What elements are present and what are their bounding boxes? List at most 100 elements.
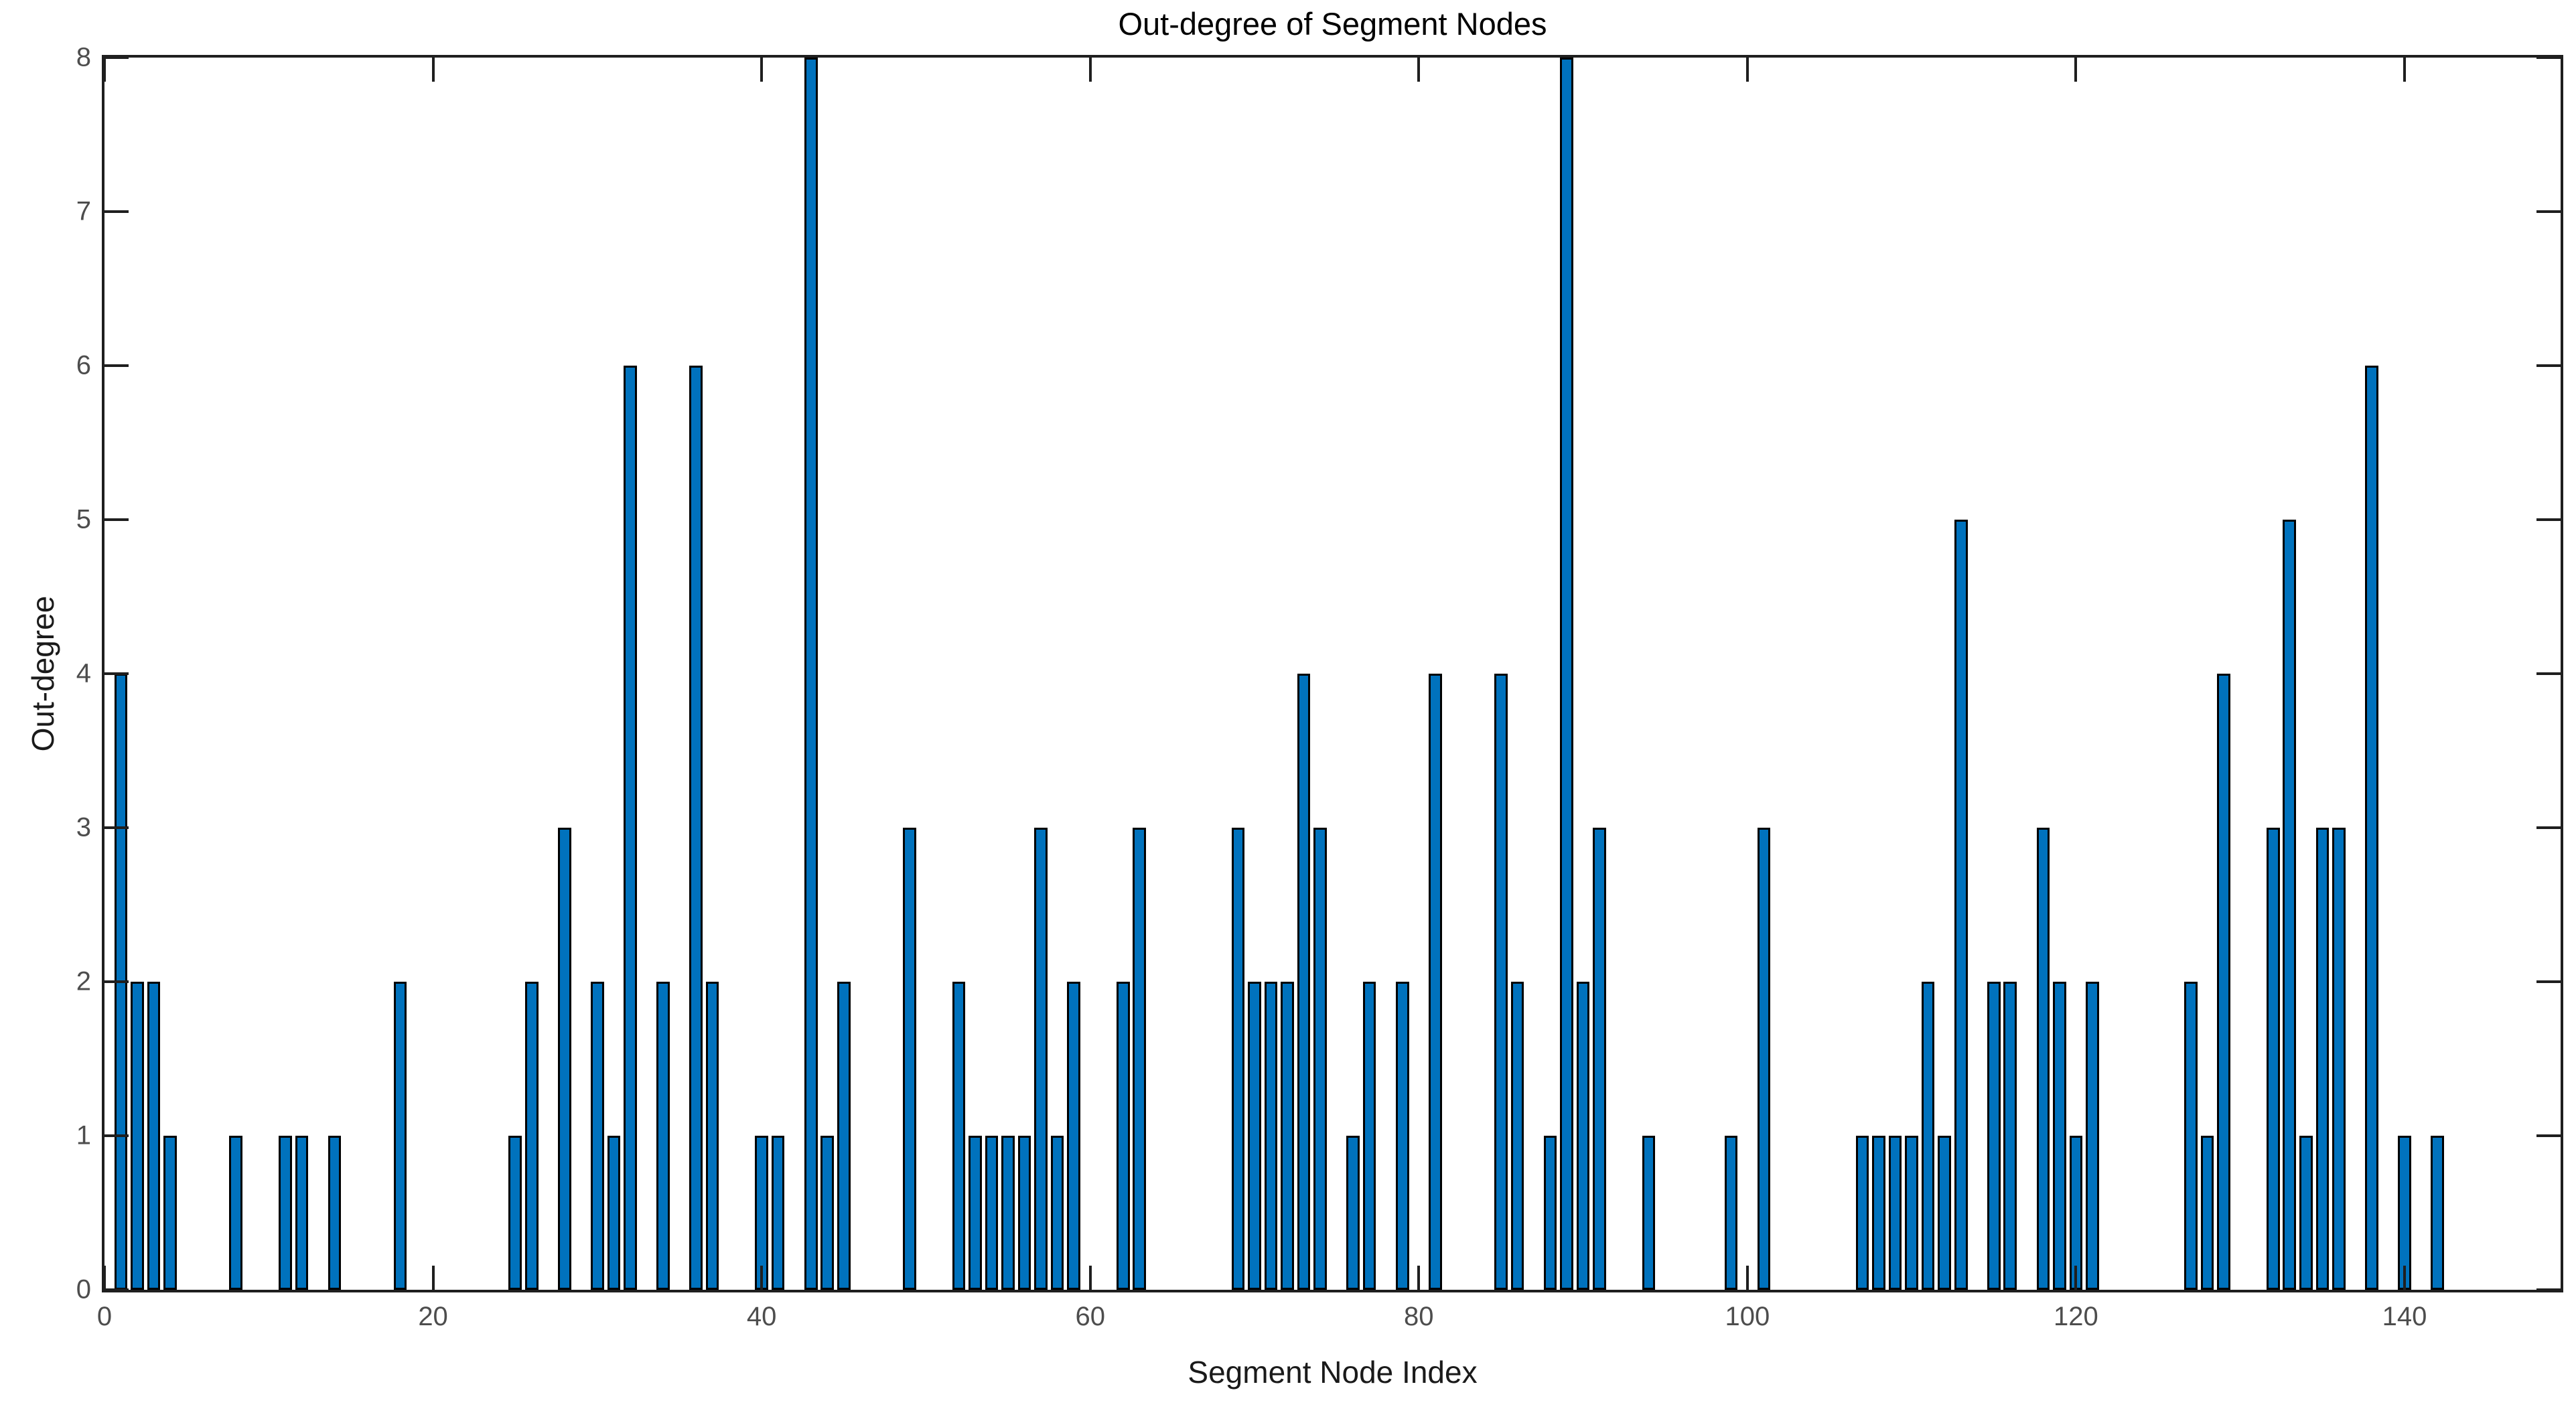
x-tick-label: 20 [418, 1302, 448, 1331]
bar [2217, 674, 2230, 1290]
y-tick-label: 4 [76, 658, 91, 688]
x-tick [431, 1266, 435, 1290]
chart-title: Out-degree of Segment Nodes [1118, 6, 1547, 42]
bar [557, 828, 571, 1290]
bar [1034, 828, 1048, 1290]
x-tick [2403, 1266, 2406, 1290]
bar [1872, 1136, 1885, 1290]
x-tick [2074, 58, 2078, 82]
bar [1543, 1136, 1557, 1290]
bar [2332, 828, 2346, 1290]
y-tick-label: 5 [76, 504, 91, 534]
bar [820, 1136, 835, 1290]
x-tick [1088, 1266, 1092, 1290]
bar [131, 982, 144, 1290]
bar [1987, 982, 2001, 1290]
bar [1560, 58, 1573, 1290]
bar [2283, 520, 2297, 1290]
bar [1264, 982, 1278, 1290]
x-tick-label: 60 [1075, 1302, 1105, 1331]
y-tick-label: 3 [76, 812, 91, 842]
bar [2431, 1136, 2444, 1290]
bar [2266, 828, 2280, 1290]
bar [508, 1136, 522, 1290]
bar [1855, 1136, 1869, 1290]
y-tick-label: 7 [76, 196, 91, 226]
y-tick [2536, 826, 2561, 829]
bar [985, 1136, 999, 1290]
bar [1888, 1136, 1902, 1290]
y-tick [104, 518, 129, 521]
bar [952, 982, 966, 1290]
y-tick [2536, 364, 2561, 367]
x-tick-label: 40 [746, 1302, 777, 1331]
bar [279, 1136, 292, 1290]
bar [2184, 982, 2198, 1290]
x-tick-label: 0 [96, 1302, 113, 1331]
bar [2053, 982, 2066, 1290]
y-tick [2536, 518, 2561, 521]
bar [1281, 982, 1294, 1290]
y-tick [2536, 56, 2561, 59]
y-tick [2536, 1288, 2561, 1291]
bar [2036, 828, 2050, 1290]
bar [1905, 1136, 1918, 1290]
y-tick [104, 826, 129, 829]
bar [2003, 982, 2017, 1290]
x-axis-label: Segment Node Index [1188, 1355, 1478, 1390]
bar [2315, 828, 2330, 1290]
bar [1231, 828, 1245, 1290]
y-tick-label: 0 [76, 1274, 91, 1304]
y-tick [104, 1288, 129, 1291]
bar [1116, 982, 1130, 1290]
x-tick [760, 58, 764, 82]
bar [2299, 1136, 2313, 1290]
y-tick [104, 364, 129, 367]
y-tick [2536, 980, 2561, 983]
bar [1067, 982, 1080, 1290]
x-tick-label: 120 [2054, 1302, 2098, 1331]
x-tick [1417, 58, 1421, 82]
bar [1248, 982, 1261, 1290]
bar [804, 58, 818, 1290]
bar [2200, 1136, 2214, 1290]
x-tick-label: 80 [1404, 1302, 1434, 1331]
bar [1362, 982, 1376, 1290]
bar [295, 1136, 309, 1290]
y-tick [2536, 1134, 2561, 1137]
x-tick [2074, 1266, 2078, 1290]
bar [1724, 1136, 1738, 1290]
bar [771, 1136, 785, 1290]
bar [591, 982, 604, 1290]
bar [163, 1136, 177, 1290]
x-tick [103, 1266, 106, 1290]
bar [1001, 1136, 1015, 1290]
bar [147, 982, 161, 1290]
y-tick-label: 8 [76, 42, 91, 72]
y-tick [104, 210, 129, 213]
bar [607, 1136, 621, 1290]
x-tick [1417, 1266, 1421, 1290]
bar [837, 982, 851, 1290]
bar [656, 982, 670, 1290]
x-tick [1745, 58, 1749, 82]
x-tick-label: 100 [1725, 1302, 1770, 1331]
bar [1642, 1136, 1656, 1290]
bar [1757, 828, 1771, 1290]
bar [689, 366, 703, 1290]
bar [624, 366, 637, 1290]
bar [1921, 982, 1935, 1290]
bar [705, 982, 719, 1290]
bar [2086, 982, 2099, 1290]
y-tick [104, 980, 129, 983]
y-tick [2536, 672, 2561, 675]
y-tick [104, 672, 129, 675]
y-tick-label: 6 [76, 350, 91, 380]
bar [1346, 1136, 1360, 1290]
y-tick [2536, 210, 2561, 213]
bar [393, 982, 407, 1290]
bar [524, 982, 539, 1290]
x-tick [1745, 1266, 1749, 1290]
bar [1395, 982, 1409, 1290]
